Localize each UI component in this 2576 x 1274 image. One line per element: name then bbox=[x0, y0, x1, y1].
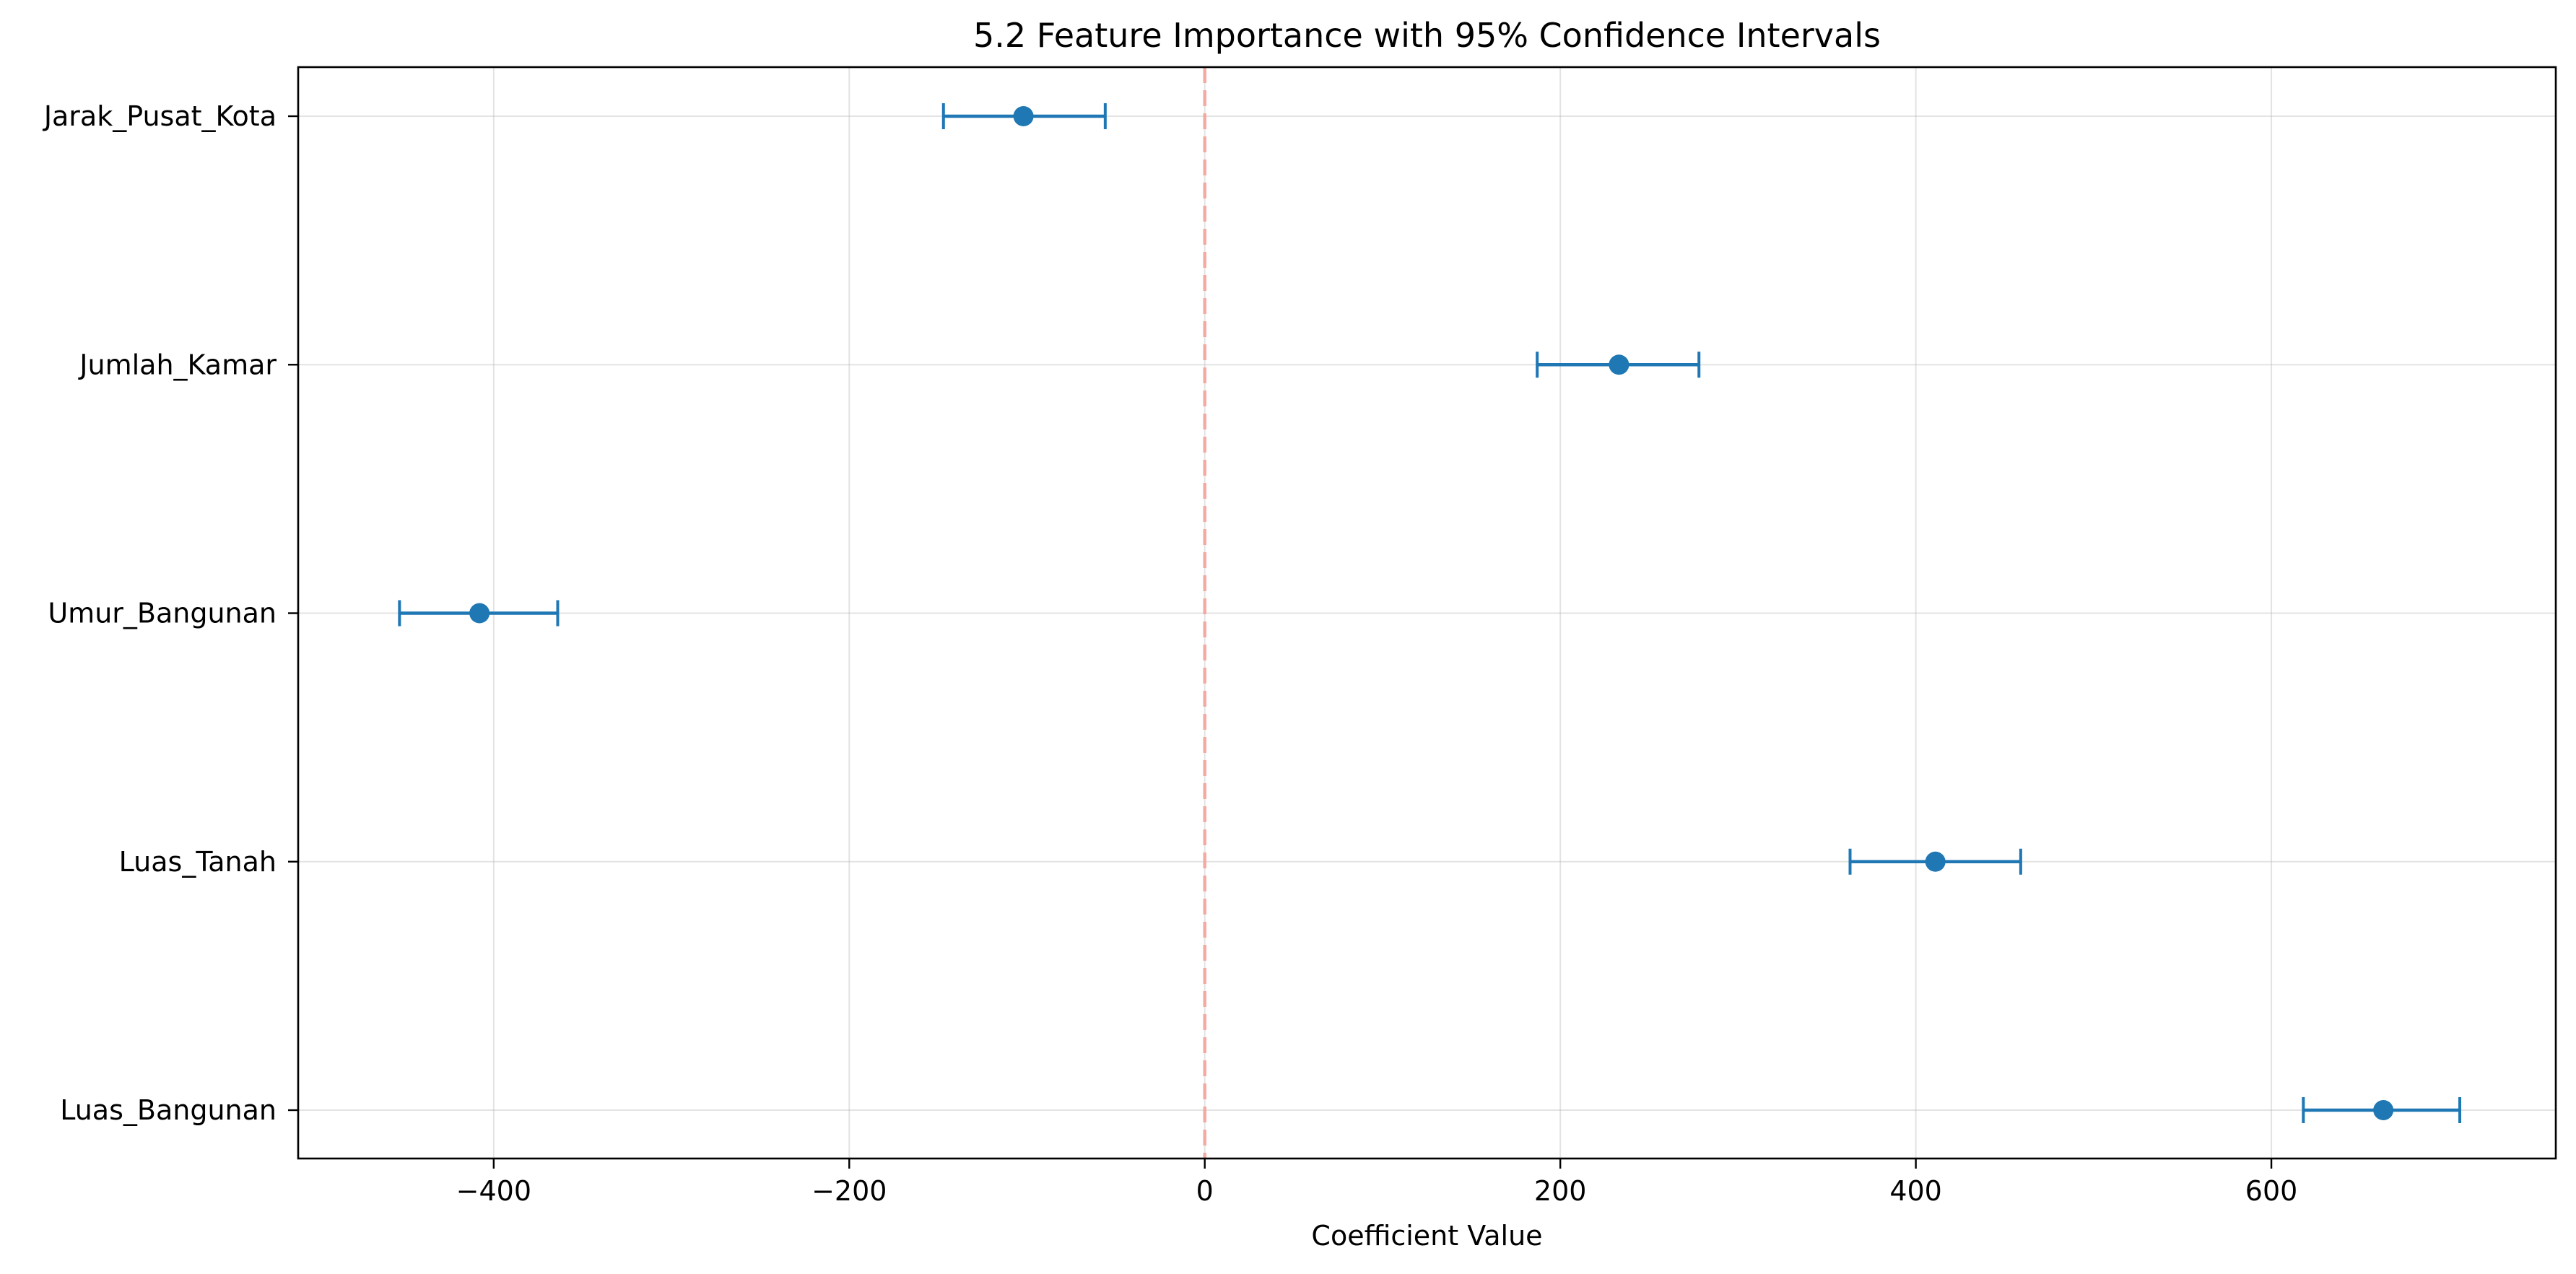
coefficient-point bbox=[2373, 1100, 2394, 1120]
grid-layer bbox=[298, 67, 2556, 1159]
x-tick-label: −400 bbox=[456, 1175, 531, 1207]
data-layer bbox=[398, 103, 2462, 1123]
y-tick-label: Luas_Bangunan bbox=[60, 1094, 277, 1126]
y-tick-label: Umur_Bangunan bbox=[48, 598, 277, 629]
coefficient-point bbox=[1925, 851, 1946, 872]
y-tick-label: Jarak_Pusat_Kota bbox=[43, 100, 277, 132]
coefficient-point bbox=[1609, 354, 1629, 375]
y-tick-label: Luas_Tanah bbox=[119, 846, 277, 878]
x-tick-label: 0 bbox=[1196, 1175, 1214, 1207]
coefficient-point bbox=[1013, 106, 1034, 126]
y-tick-label: Jumlah_Kamar bbox=[78, 349, 277, 380]
x-tick-label: −200 bbox=[811, 1175, 887, 1207]
x-tick-label: 400 bbox=[1889, 1175, 1942, 1207]
tick-layer: −400 −200 0 200 400 600 Luas_Bangunan Luas_Tana… bbox=[43, 100, 2298, 1207]
chart-title: 5.2 Feature Importance with 95% Confiden… bbox=[973, 16, 1881, 55]
x-tick-label: 200 bbox=[1534, 1175, 1587, 1207]
x-tick-label: 600 bbox=[2245, 1175, 2298, 1207]
x-axis-label: Coefficient Value bbox=[1311, 1220, 1542, 1252]
coefficient-point bbox=[469, 603, 490, 624]
